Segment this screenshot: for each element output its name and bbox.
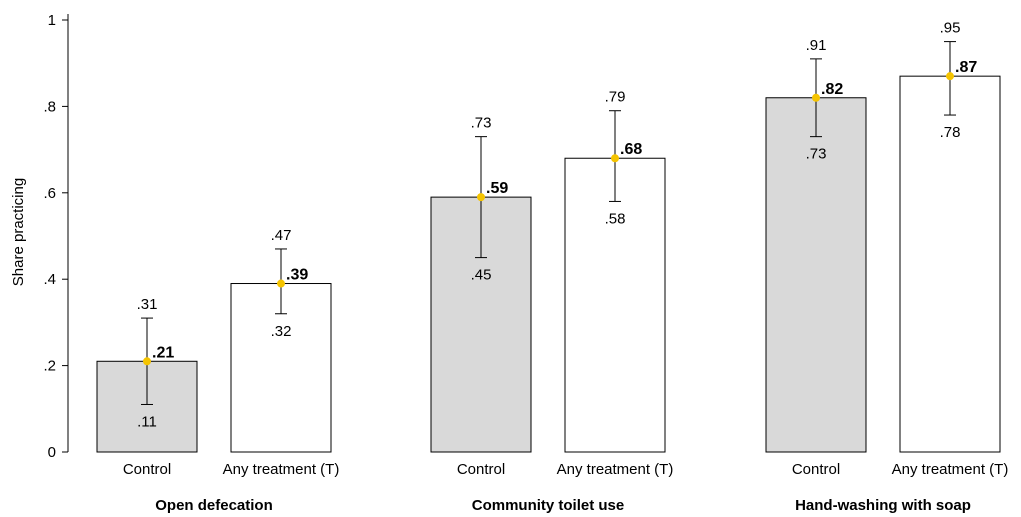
- y-axis: 0 .2 .4 .6 .8 1: [43, 12, 69, 461]
- ci-low-label: .78: [940, 124, 961, 141]
- ci-high-label: .31: [137, 296, 158, 313]
- mean-marker: [611, 154, 619, 163]
- mean-marker: [477, 193, 485, 202]
- mean-value-label: .39: [286, 267, 308, 284]
- bar-category-label: Any treatment (T): [557, 461, 674, 478]
- ci-high-label: .73: [471, 115, 492, 132]
- bar: [899, 75, 1001, 453]
- y-tick-label: .8: [43, 98, 56, 115]
- ci-low-label: .73: [806, 146, 827, 163]
- mean-marker: [277, 279, 285, 288]
- ci-high-label: .79: [605, 89, 626, 106]
- mean-marker: [812, 93, 820, 102]
- mean-value-label: .59: [486, 180, 508, 197]
- ci-low-label: .45: [471, 267, 492, 284]
- bar-category-label: Any treatment (T): [223, 461, 340, 478]
- x-axis-labels: Control Any treatment (T) Open defecation C…: [123, 461, 1009, 514]
- mean-value-label: .68: [620, 141, 642, 158]
- ci-low-label: .11: [137, 413, 157, 430]
- bar: [765, 97, 867, 453]
- ci-high-label: .47: [271, 227, 292, 244]
- y-tick-label: .6: [43, 185, 56, 202]
- mean-value-label: .82: [821, 81, 843, 98]
- y-tick-label: 1: [48, 12, 56, 29]
- bar-category-label: Control: [792, 461, 840, 478]
- mean-value-label: .87: [955, 59, 977, 76]
- ci-low-label: .32: [271, 323, 292, 340]
- ci-high-label: .95: [940, 20, 961, 37]
- bars-layer: .31 .21 .11 .47 .39 .32 .73 .59 .45 .79 .68 .58 .91.…: [96, 20, 1001, 453]
- y-tick-label: .2: [43, 358, 56, 375]
- bar-category-label: Control: [457, 461, 505, 478]
- ci-low-label: .58: [605, 210, 626, 227]
- mean-value-label: .21: [152, 344, 174, 361]
- mean-marker: [143, 357, 151, 366]
- bar: [564, 157, 666, 453]
- y-tick-label: 0: [48, 444, 56, 461]
- bar-category-label: Any treatment (T): [892, 461, 1009, 478]
- mean-marker: [946, 72, 954, 81]
- bar-category-label: Control: [123, 461, 171, 478]
- group-label: Open defecation: [155, 497, 273, 514]
- group-label: Community toilet use: [472, 497, 625, 514]
- group-label: Hand-washing with soap: [795, 497, 971, 514]
- y-tick-label: .4: [43, 271, 56, 288]
- y-axis-title: Share practicing: [10, 178, 27, 286]
- ci-high-label: .91: [806, 37, 827, 54]
